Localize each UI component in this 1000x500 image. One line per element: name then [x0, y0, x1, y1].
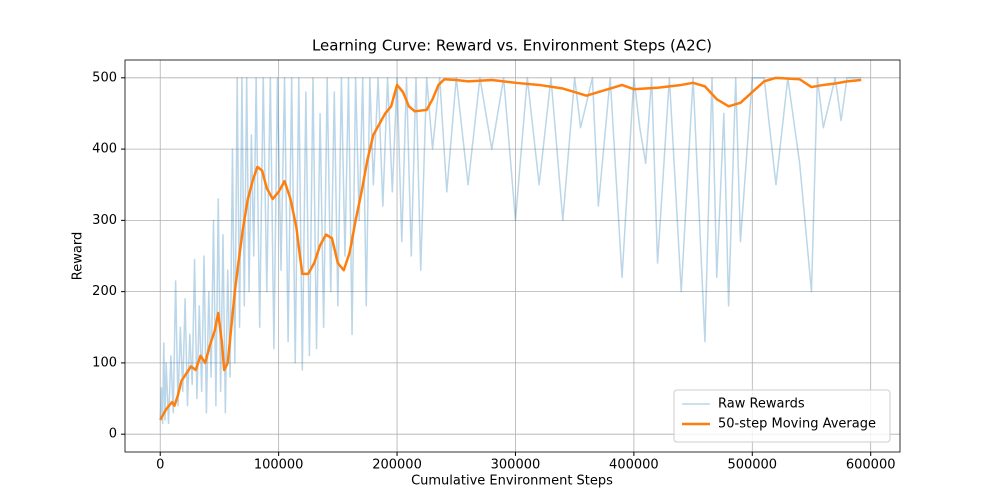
legend-label: 50-step Moving Average [718, 417, 876, 432]
y-axis-label: Reward [71, 232, 86, 280]
x-tick-label: 0 [156, 458, 164, 473]
x-axis-label: Cumulative Environment Steps [411, 474, 613, 489]
y-tick-label: 300 [92, 213, 117, 228]
x-tick-label: 200000 [372, 458, 422, 473]
legend-box [673, 389, 891, 443]
data-line [159, 77, 862, 425]
y-tick-label: 500 [92, 70, 117, 85]
x-tick-label: 300000 [491, 458, 541, 473]
data-line [159, 76, 862, 421]
x-tick-label: 500000 [727, 458, 777, 473]
x-tick-label: 100000 [254, 458, 304, 473]
legend-label: Raw Rewards [718, 397, 805, 412]
y-tick-label: 100 [92, 355, 117, 370]
y-tick-label: 400 [92, 142, 117, 157]
x-tick-label: 600000 [846, 458, 896, 473]
plot-frame [124, 59, 901, 453]
y-tick-label: 200 [92, 284, 117, 299]
legend: Raw Rewards 50-step Moving Average [673, 389, 891, 443]
y-tick-label: 0 [109, 427, 117, 442]
chart-title: Learning Curve: Reward vs. Environment S… [312, 37, 712, 55]
x-tick-label: 400000 [609, 458, 659, 473]
